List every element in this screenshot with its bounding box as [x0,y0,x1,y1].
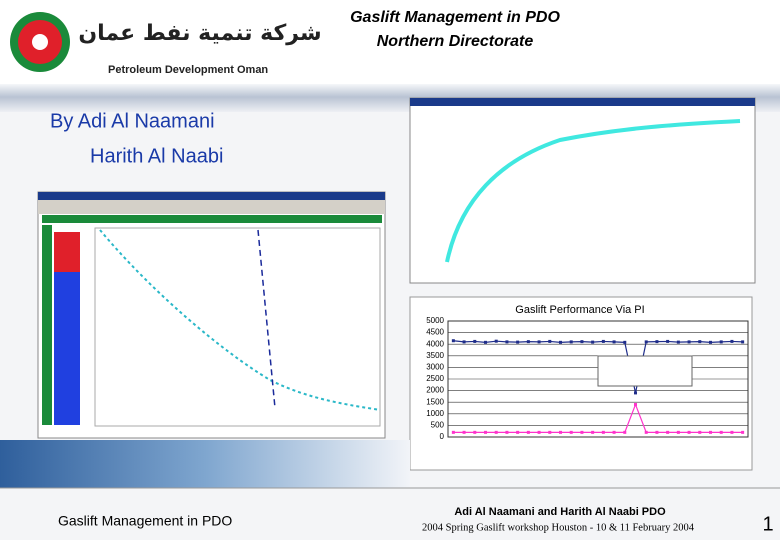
y-tick-label: 1000 [426,409,444,418]
point [687,430,691,434]
point [730,430,734,434]
point [462,340,466,344]
point [548,339,552,343]
y-tick-label: 4000 [426,339,444,348]
y-tick-label: 1500 [426,397,444,406]
point [644,340,648,344]
point [526,430,530,434]
point [741,340,745,344]
point [494,339,498,343]
series-line [453,340,743,394]
point [505,340,509,344]
point [473,339,477,343]
legend [597,355,693,387]
logo-arabic: شركة تنمية نفط عمان [78,21,321,46]
point [591,340,595,344]
point [709,340,712,344]
footer-right: 2004 Spring Gaslift workshop Houston - 1… [422,522,695,533]
point [451,339,455,343]
point [526,340,530,344]
point [473,430,477,434]
point [601,430,605,434]
point [612,430,616,434]
point [451,430,455,434]
point [655,430,659,434]
title: Gaslift Management in PDO [350,9,560,26]
footer-right: Adi Al Naamani and Harith Al Naabi PDO [454,506,666,518]
y-tick-label: 2000 [426,386,444,395]
y-tick-label: 3500 [426,351,444,360]
point [537,340,541,344]
depth-window [37,191,386,439]
point [666,430,670,434]
point [580,430,584,434]
series-line [453,402,743,433]
logo-english: Petroleum Development Oman [108,64,268,76]
earth-image [0,440,410,488]
author: Harith Al Naabi [90,145,223,167]
point [676,430,680,434]
logo-dot [32,34,48,50]
chart-frame [409,296,753,471]
point [719,430,723,434]
point [516,340,520,344]
point [741,430,745,434]
point [719,340,723,344]
point [655,340,659,344]
point [559,340,562,344]
y-tick-label: 2500 [426,374,444,383]
author: By Adi Al Naamani [50,110,215,132]
point [484,430,487,434]
point [462,430,466,434]
point [666,339,670,343]
point [709,430,712,434]
point [634,391,637,395]
point [687,340,691,344]
point [484,340,487,344]
header [0,0,780,84]
footer-left: Gaslift Management in PDO [58,513,232,529]
point [676,340,680,344]
point [516,430,520,434]
y-tick-label: 500 [431,421,445,430]
y-tick-label: 4500 [426,328,444,337]
point [698,430,702,434]
point [612,340,616,344]
point [494,430,498,434]
point [505,430,509,434]
title: Northern Directorate [377,33,534,50]
point [537,430,541,434]
point [698,340,702,344]
point [601,339,605,343]
point [569,340,573,344]
point [559,430,562,434]
y-tick-label: 3000 [426,363,444,372]
point [634,403,637,407]
point [580,340,584,344]
y-tick-label: 0 [440,432,445,441]
plot-area [447,320,749,438]
chart-title: Gaslift Performance Via PI [515,304,644,316]
point [569,430,573,434]
point [591,430,595,434]
point [623,340,627,344]
production-window [409,97,756,284]
page-number: 1 [762,513,773,535]
point [623,430,627,434]
y-tick-label: 5000 [426,316,444,325]
point [644,430,648,434]
point [730,339,734,343]
point [548,430,552,434]
